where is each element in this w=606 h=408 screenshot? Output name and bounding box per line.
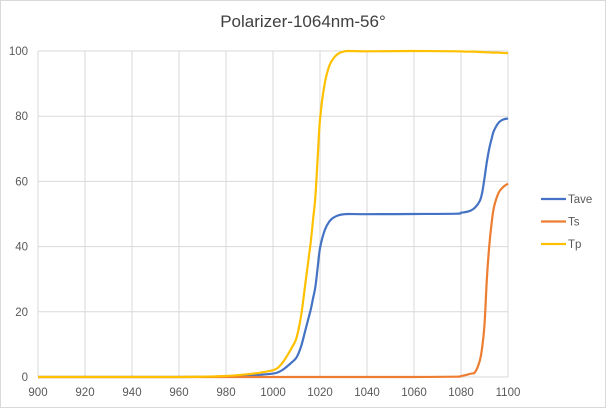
x-tick-label: 1100 bbox=[496, 387, 521, 399]
x-tick-label: 920 bbox=[75, 387, 94, 399]
y-tick-label: 100 bbox=[9, 46, 28, 58]
legend-label-tave: Tave bbox=[568, 194, 592, 206]
x-tick-label: 900 bbox=[28, 387, 47, 399]
x-tick-label: 940 bbox=[122, 387, 141, 399]
x-tick-label: 1040 bbox=[354, 387, 380, 399]
x-tick-label: 1060 bbox=[401, 387, 427, 399]
series-line-tave bbox=[38, 117, 509, 379]
y-tick-label: 40 bbox=[15, 242, 28, 254]
legend-label-ts: Ts bbox=[568, 217, 580, 229]
y-tick-label: 60 bbox=[15, 176, 28, 188]
y-tick-label: 0 bbox=[22, 372, 28, 384]
chart-title: Polarizer-1064nm-56° bbox=[220, 12, 386, 31]
series-line-ts bbox=[38, 182, 509, 379]
y-tick-label: 20 bbox=[15, 307, 28, 319]
series-line-tp bbox=[38, 49, 509, 379]
legend-label-tp: Tp bbox=[568, 239, 581, 251]
x-tick-label: 960 bbox=[169, 387, 188, 399]
x-tick-label: 980 bbox=[216, 387, 235, 399]
x-tick-label: 1000 bbox=[260, 387, 286, 399]
x-tick-label: 1020 bbox=[307, 387, 333, 399]
y-tick-label: 80 bbox=[15, 111, 28, 123]
x-tick-label: 1080 bbox=[448, 387, 474, 399]
